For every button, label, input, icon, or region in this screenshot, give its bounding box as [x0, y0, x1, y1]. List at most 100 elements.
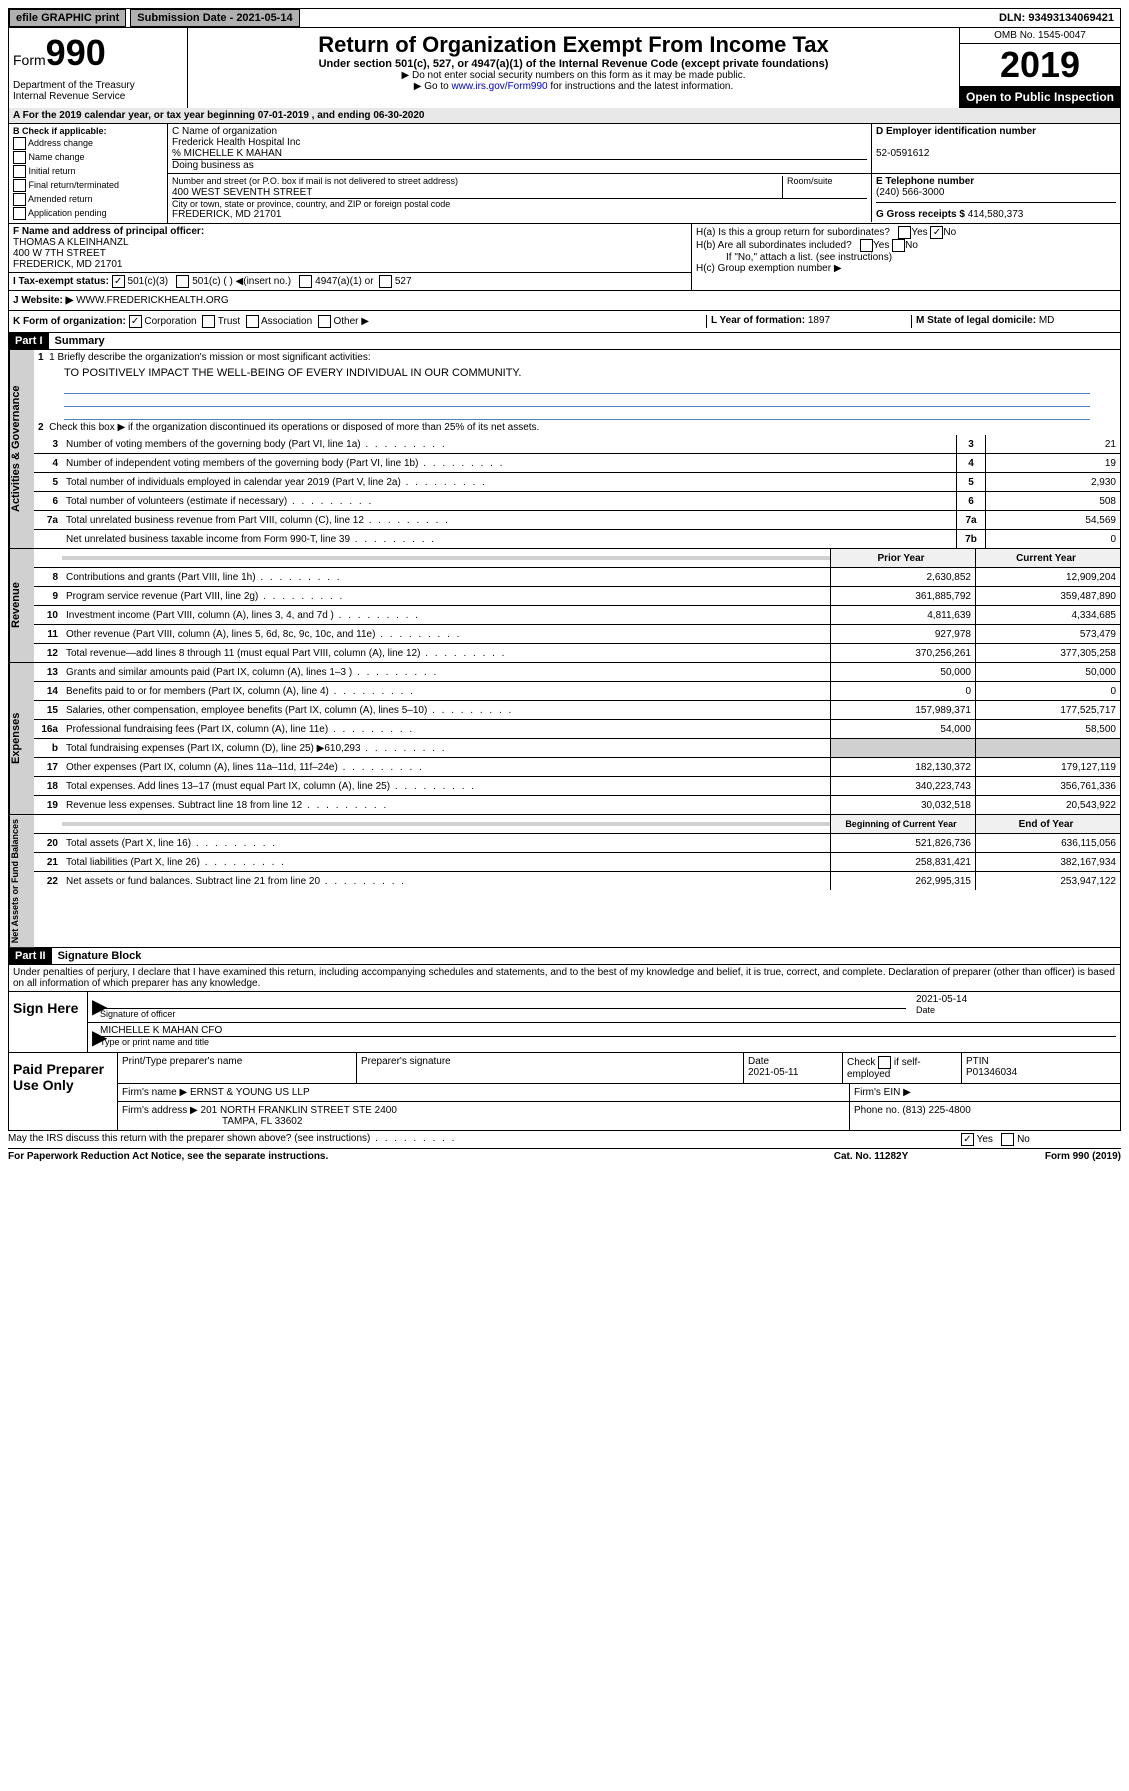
- address-change-checkbox[interactable]: Address change: [13, 137, 163, 150]
- hb-label: H(b) Are all subordinates included?: [696, 240, 852, 251]
- discuss-yes-checkbox[interactable]: [961, 1133, 974, 1146]
- discuss-no-checkbox[interactable]: [1001, 1133, 1014, 1146]
- line-18: 18Total expenses. Add lines 13–17 (must …: [34, 777, 1120, 796]
- officer-addr2: FREDERICK, MD 21701: [13, 259, 122, 270]
- preparer-date-value: 2021-05-11: [748, 1067, 798, 1078]
- preparer-name-label: Print/Type preparer's name: [118, 1053, 357, 1083]
- paid-preparer-section: Paid Preparer Use Only Print/Type prepar…: [8, 1053, 1121, 1131]
- firm-phone-value: (813) 225-4800: [902, 1105, 970, 1116]
- 527-checkbox[interactable]: [379, 275, 392, 288]
- expenses-tab: Expenses: [9, 663, 34, 814]
- sig-officer-label: Signature of officer: [100, 1009, 175, 1019]
- identity-section: B Check if applicable: Address change Na…: [8, 124, 1121, 224]
- firm-ein-label: Firm's EIN ▶: [850, 1084, 1120, 1101]
- declaration-text: Under penalties of perjury, I declare th…: [9, 965, 1120, 992]
- tax-year-line: A For the 2019 calendar year, or tax yea…: [8, 108, 1121, 124]
- hb-yes-checkbox[interactable]: [860, 239, 873, 252]
- efile-button[interactable]: efile GRAPHIC print: [9, 9, 126, 27]
- line-4: 4 Number of independent voting members o…: [34, 454, 1120, 473]
- room-suite-label: Room/suite: [782, 176, 867, 198]
- instructions-note: ▶ Go to www.irs.gov/Form990 for instruct…: [192, 81, 955, 92]
- line-7b: Net unrelated business taxable income fr…: [34, 530, 1120, 548]
- submission-date-button[interactable]: Submission Date - 2021-05-14: [130, 9, 299, 27]
- officer-label: F Name and address of principal officer:: [13, 226, 204, 237]
- line-5: 5 Total number of individuals employed i…: [34, 473, 1120, 492]
- line-12: 12Total revenue—add lines 8 through 11 (…: [34, 644, 1120, 662]
- corp-checkbox[interactable]: [129, 315, 142, 328]
- instructions-link[interactable]: www.irs.gov/Form990: [451, 81, 547, 92]
- line-8: 8Contributions and grants (Part VIII, li…: [34, 568, 1120, 587]
- officer-section: F Name and address of principal officer:…: [8, 224, 1121, 291]
- sig-date-value: 2021-05-14: [916, 994, 1116, 1005]
- year-formation-label: L Year of formation:: [711, 315, 805, 326]
- firm-name-value: ERNST & YOUNG US LLP: [190, 1087, 310, 1098]
- tax-year: 2019: [960, 44, 1120, 86]
- website-value: WWW.FREDERICKHEALTH.ORG: [76, 295, 229, 306]
- ha-yes-checkbox[interactable]: [898, 226, 911, 239]
- k-row: K Form of organization: Corporation Trus…: [8, 311, 1121, 333]
- cat-no: Cat. No. 11282Y: [771, 1151, 971, 1162]
- ssn-note: ▶ Do not enter social security numbers o…: [192, 70, 955, 81]
- firm-addr2: TAMPA, FL 33602: [122, 1116, 302, 1127]
- other-checkbox[interactable]: [318, 315, 331, 328]
- officer-addr1: 400 W 7TH STREET: [13, 248, 106, 259]
- application-pending-checkbox[interactable]: Application pending: [13, 207, 163, 220]
- revenue-block: Revenue Prior Year Current Year 8Contrib…: [8, 549, 1121, 663]
- top-bar: efile GRAPHIC print Submission Date - 20…: [8, 8, 1121, 28]
- year-formation-value: 1897: [808, 315, 830, 326]
- part2-badge: Part II: [9, 948, 52, 964]
- phone-value: (240) 566-3000: [876, 187, 944, 198]
- paperwork-notice: For Paperwork Reduction Act Notice, see …: [8, 1151, 771, 1162]
- print-name-label: Type or print name and title: [100, 1037, 209, 1047]
- self-employed-checkbox[interactable]: [878, 1056, 891, 1069]
- 501c-checkbox[interactable]: [176, 275, 189, 288]
- initial-return-checkbox[interactable]: Initial return: [13, 165, 163, 178]
- line-6: 6 Total number of volunteers (estimate i…: [34, 492, 1120, 511]
- dba-label: Doing business as: [172, 160, 867, 171]
- line-13: 13Grants and similar amounts paid (Part …: [34, 663, 1120, 682]
- form-number: Form990: [13, 32, 183, 74]
- preparer-sig-label: Preparer's signature: [357, 1053, 744, 1083]
- revenue-tab: Revenue: [9, 549, 34, 662]
- ptin-label: PTIN: [966, 1056, 989, 1067]
- 501c3-checkbox[interactable]: [112, 275, 125, 288]
- part2-title: Signature Block: [52, 948, 148, 964]
- city-label: City or town, state or province, country…: [172, 199, 867, 209]
- gross-receipts-value: 414,580,373: [968, 209, 1024, 220]
- tax-exempt-label: I Tax-exempt status:: [13, 276, 109, 287]
- line-9: 9Program service revenue (Part VIII, lin…: [34, 587, 1120, 606]
- org-name: Frederick Health Hospital Inc: [172, 137, 867, 148]
- 4947-checkbox[interactable]: [299, 275, 312, 288]
- website-label: J Website: ▶: [13, 295, 73, 306]
- final-return-checkbox[interactable]: Final return/terminated: [13, 179, 163, 192]
- officer-name: THOMAS A KLEINHANZL: [13, 237, 129, 248]
- department-label: Department of the Treasury Internal Reve…: [13, 80, 183, 102]
- firm-addr1: 201 NORTH FRANKLIN STREET STE 2400: [201, 1105, 397, 1116]
- city-value: FREDERICK, MD 21701: [172, 209, 867, 220]
- firm-addr-label: Firm's address ▶: [122, 1105, 198, 1116]
- part1-header-row: Part I Summary: [8, 333, 1121, 350]
- ha-no-checkbox[interactable]: [930, 226, 943, 239]
- street-value: 400 WEST SEVENTH STREET: [172, 187, 312, 198]
- phone-label: E Telephone number: [876, 176, 974, 187]
- hb-note: If "No," attach a list. (see instruction…: [696, 252, 1116, 263]
- name-change-checkbox[interactable]: Name change: [13, 151, 163, 164]
- governance-tab: Activities & Governance: [9, 350, 34, 548]
- assoc-checkbox[interactable]: [246, 315, 259, 328]
- officer-name-title: MICHELLE K MAHAN CFO: [100, 1025, 1116, 1037]
- part2-header-row: Part II Signature Block: [8, 948, 1121, 965]
- ptin-value: P01346034: [966, 1067, 1017, 1078]
- hb-no-checkbox[interactable]: [892, 239, 905, 252]
- open-public-badge: Open to Public Inspection: [960, 86, 1120, 108]
- mission-text: TO POSITIVELY IMPACT THE WELL-BEING OF E…: [34, 365, 1120, 381]
- form-header: Form990 Department of the Treasury Inter…: [8, 28, 1121, 108]
- ein-value: 52-0591612: [876, 148, 929, 159]
- footer-row: For Paperwork Reduction Act Notice, see …: [8, 1149, 1121, 1162]
- amended-return-checkbox[interactable]: Amended return: [13, 193, 163, 206]
- revenue-header-row: Prior Year Current Year: [34, 549, 1120, 568]
- form-subtitle: Under section 501(c), 527, or 4947(a)(1)…: [192, 58, 955, 70]
- trust-checkbox[interactable]: [202, 315, 215, 328]
- line-17: 17Other expenses (Part IX, column (A), l…: [34, 758, 1120, 777]
- paid-preparer-label: Paid Preparer Use Only: [9, 1053, 118, 1130]
- line-10: 10Investment income (Part VIII, column (…: [34, 606, 1120, 625]
